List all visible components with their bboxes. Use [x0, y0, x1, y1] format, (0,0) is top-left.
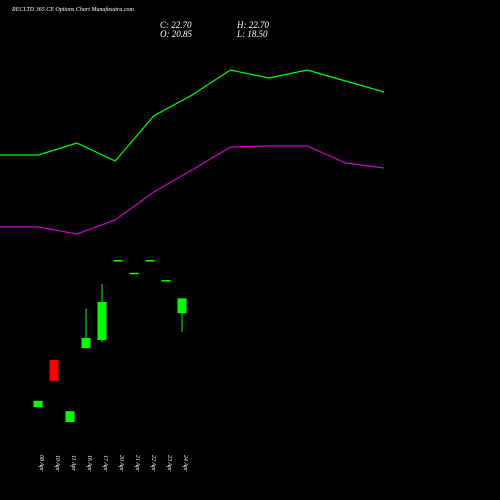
x-tick-label: 23 Apr [166, 455, 172, 472]
x-tick-label: 20 Apr [118, 455, 124, 472]
indicator-line [0, 69, 385, 162]
x-tick-label: 10 Apr [54, 455, 60, 472]
x-tick-label: 08 Apr [38, 455, 44, 472]
x-tick-label: 11 Apr [70, 455, 76, 472]
x-tick-label: 24 Apr [182, 455, 189, 472]
candle-body [33, 400, 43, 408]
candle-body [97, 302, 107, 340]
candle-body [49, 360, 59, 381]
info-low: L: 18.50 [236, 29, 268, 39]
candle-body [161, 280, 171, 282]
candle-body [113, 260, 123, 262]
info-high: H: 22.70 [236, 20, 269, 30]
x-tick-label: 17 Apr [102, 455, 108, 472]
candle-body [65, 411, 75, 422]
x-tick-label: 16 Apr [86, 455, 92, 472]
candle-body [129, 272, 139, 275]
candle-body [177, 298, 187, 314]
candle-body [81, 338, 91, 348]
x-tick-label: 21 Apr [134, 455, 140, 472]
indicator-line [0, 145, 385, 235]
info-open: O: 20.85 [160, 29, 192, 39]
info-close: C: 22.70 [160, 20, 192, 30]
chart-title: RECLTD 365 CE Options Chart Munafasutra.… [11, 6, 135, 13]
x-tick-label: 22 Apr [150, 455, 156, 472]
candle-body [145, 260, 155, 262]
